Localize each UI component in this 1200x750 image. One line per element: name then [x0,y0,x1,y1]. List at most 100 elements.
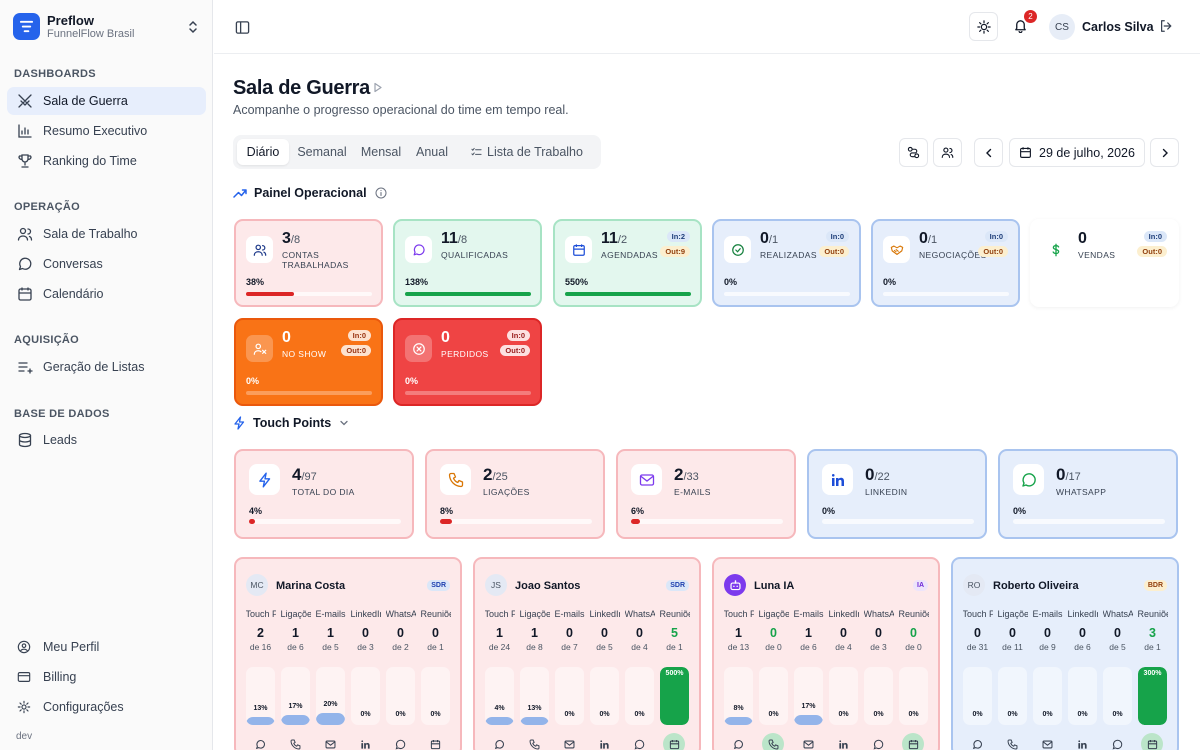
metric-target: de 24 [488,642,511,652]
sidebar-item-configuracoes[interactable]: Configurações [7,694,206,720]
metric-column: E-mails 0 de 9 0% [1031,609,1064,750]
touch-card-emails[interactable]: 2/33 E-MAILS 6% [616,449,796,539]
kpi-card-no-show[interactable]: 0 NO SHOW In:0 Out:0 0% [234,318,383,406]
kpi-card-agendadas[interactable]: 11/2 AGENDADAS In:2 Out:9 550% [553,219,702,307]
member-role-badge: SDR [427,580,450,591]
metric-column: LinkedIn 0 de 4 0% [827,609,860,750]
metric-target: de 0 [765,642,782,652]
sidebar-item-geracao-de-listas[interactable]: Geração de Listas [7,353,206,381]
tab-diario[interactable]: Diário [237,139,289,165]
metric-header: LinkedIn [589,609,620,619]
linkedin-icon[interactable] [593,733,615,750]
tab-mensal[interactable]: Mensal [360,145,402,159]
sidebar-item-sala-de-trabalho[interactable]: Sala de Trabalho [7,220,206,248]
kpi-card-contas-trabalhadas[interactable]: 3/8 CONTAS TRABALHADAS 38% [234,219,383,307]
sidebar-item-label: Conversas [43,257,103,271]
calendar-icon[interactable] [424,733,446,750]
touch-card-total[interactable]: 4/97 TOTAL DO DIA 4% [234,449,414,539]
whatsapp-icon[interactable] [628,733,650,750]
tab-lista-de-trabalho[interactable]: Lista de Trabalho [461,139,593,165]
sidebar-item-meu-perfil[interactable]: Meu Perfil [7,634,206,660]
users-icon [941,147,954,158]
toggle-sidebar-button[interactable] [234,19,250,35]
in-out-badges: In:2 Out:9 [660,231,690,257]
phone-icon[interactable] [523,733,545,750]
sidebar-item-billing[interactable]: Billing [7,664,206,690]
mail-icon[interactable] [319,733,341,750]
sidebar-item-sala-de-guerra[interactable]: Sala de Guerra [7,87,206,115]
touch-card-linkedin[interactable]: 0/22 LINKEDIN 0% [807,449,987,539]
user-avatar[interactable]: CS [1049,14,1075,40]
phone-icon[interactable] [1001,733,1023,750]
sidebar-toggle-icon [235,20,249,34]
whatsapp-icon[interactable] [389,733,411,750]
calendar-icon[interactable] [902,733,924,750]
whatsapp-icon[interactable] [867,733,889,750]
metric-bar: 0% [1068,667,1097,725]
team-member-card[interactable]: Luna IA IA Touch Points 1 de 13 8% Ligaçõ… [712,557,940,750]
chat-bubble-icon[interactable] [727,733,749,750]
sidebar-item-ranking-do-time[interactable]: Ranking do Time [7,147,206,175]
user-name[interactable]: Carlos Silva [1082,20,1154,34]
team-member-card[interactable]: JS Joao Santos SDR Touch Points 1 de 24 4%… [473,557,701,750]
metric-value: 3 [1149,626,1156,640]
tab-anual[interactable]: Anual [416,145,448,159]
team-member-card[interactable]: MC Marina Costa SDR Touch Points 2 de 16 1… [234,557,462,750]
org-switcher[interactable]: Preflow FunnelFlow Brasil [13,13,203,43]
linkedin-icon[interactable] [1071,733,1093,750]
chat-bubble-icon[interactable] [488,733,510,750]
kpi-card-realizadas[interactable]: 0/1 REALIZADAS In:0 Out:0 0% [712,219,861,307]
mail-icon[interactable] [1036,733,1058,750]
mail-icon[interactable] [558,733,580,750]
next-date-button[interactable] [1150,138,1179,167]
theme-toggle-button[interactable] [969,12,998,41]
painel-operacional-heading: Painel Operacional [233,186,387,200]
team-filter-button[interactable] [933,138,962,167]
metric-header: E-mails [1032,609,1063,619]
team-member-card[interactable]: RO Roberto Oliveira BDR Touch Points 0 de … [951,557,1179,750]
metric-target: de 7 [561,642,578,652]
touch-card-whatsapp[interactable]: 0/17 WHATSAPP 0% [998,449,1178,539]
metric-header: Reuniões [659,609,690,619]
chat-bubble-icon[interactable] [966,733,988,750]
metric-percent: 0% [1007,711,1018,718]
kpi-card-negociacoes[interactable]: 0/1 NEGOCIAÇÕES In:0 Out:0 0% [871,219,1020,307]
whatsapp-icon[interactable] [1106,733,1128,750]
calendar-icon[interactable] [663,733,685,750]
kpi-card-qualificadas[interactable]: 11/8 QUALIFICADAS 138% [393,219,542,307]
metric-target: de 8 [526,642,543,652]
metric-target: de 1 [666,642,683,652]
metric-bar-fill [794,715,823,725]
metric-column: Touch Points 0 de 31 0% [961,609,994,750]
metric-bar-fill [724,717,753,725]
pipeline-view-button[interactable] [899,138,928,167]
linkedin-icon[interactable] [832,733,854,750]
info-icon[interactable] [375,187,387,199]
sidebar-item-label: Configurações [43,700,124,714]
phone-icon[interactable] [284,733,306,750]
sidebar-item-conversas[interactable]: Conversas [7,250,206,278]
touch-percent: 8% [440,506,454,516]
previous-date-button[interactable] [974,138,1003,167]
notifications-button[interactable] [1010,15,1030,35]
sidebar-item-leads[interactable]: Leads [7,426,206,454]
calendar-icon [565,236,592,263]
linkedin-icon [822,464,853,495]
chat-bubble-icon[interactable] [249,733,271,750]
kpi-card-vendas[interactable]: 0 VENDAS In:0 Out:0 [1030,219,1179,307]
metric-column: LinkedIn 0 de 5 0% [588,609,621,750]
touch-points-heading[interactable]: Touch Points [233,416,349,430]
touch-card-ligacoes[interactable]: 2/25 LIGAÇÕES 8% [425,449,605,539]
calendar-icon[interactable] [1141,733,1163,750]
phone-icon[interactable] [762,733,784,750]
mail-icon[interactable] [797,733,819,750]
sidebar-item-resumo-executivo[interactable]: Resumo Executivo [7,117,206,145]
tab-semanal[interactable]: Semanal [297,145,347,159]
kpi-card-perdidos[interactable]: 0 PERDIDOS In:0 Out:0 0% [393,318,542,406]
play-icon[interactable] [373,82,383,93]
logout-button[interactable] [1158,18,1174,34]
member-name: Roberto Oliveira [993,580,1079,592]
linkedin-icon[interactable] [354,733,376,750]
sidebar-item-calendario[interactable]: Calendário [7,280,206,308]
date-picker-button[interactable]: 29 de julho, 2026 [1009,138,1145,167]
